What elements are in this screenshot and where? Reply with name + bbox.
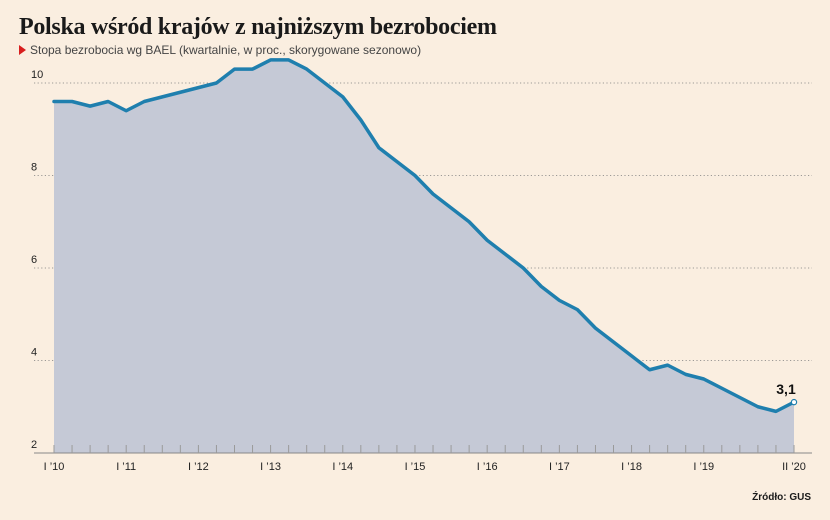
series-line (52, 58, 796, 414)
y-tick-label-10: 10 (31, 69, 43, 81)
y-axis-ticks: 2 4 6 8 10 (31, 69, 43, 451)
x-tick-label: I ’17 (549, 461, 570, 473)
x-axis (34, 445, 812, 454)
x-tick-label: I ’18 (621, 461, 642, 473)
subtitle-marker-icon (19, 45, 26, 55)
y-tick-label-4: 4 (31, 347, 37, 359)
x-tick-label: I ’13 (260, 461, 281, 473)
series-points (790, 398, 798, 406)
x-tick-label: I ’19 (693, 461, 714, 473)
data-point (790, 398, 798, 406)
y-tick-label-8: 8 (31, 162, 37, 174)
x-axis-tick-labels: I ’10 I ’11 I ’12 I ’13 I ’14 I ’15 I ’16 I ’17… (44, 461, 806, 473)
chart-subtitle-text: Stopa bezrobocia wg BAEL (kwartalnie, w … (30, 43, 422, 57)
x-tick-label: I ’16 (477, 461, 498, 473)
x-tick-label: I ’10 (44, 461, 65, 473)
last-value-label: 3,1 (776, 381, 796, 397)
chart-subtitle: Stopa bezrobocia wg BAEL (kwartalnie, w … (19, 43, 421, 57)
y-tick-label-2: 2 (31, 439, 37, 451)
x-tick-label: I ’14 (332, 461, 353, 473)
source-note: Źródło: GUS (752, 492, 811, 503)
x-tick-label: II ’20 (782, 461, 806, 473)
annotations: 3,1 (776, 381, 796, 397)
x-tick-label: I ’12 (188, 461, 209, 473)
area-fill (54, 59, 794, 453)
y-tick-label-6: 6 (31, 254, 37, 266)
x-tick-label: I ’11 (116, 461, 136, 473)
chart-title: Polska wśród krajów z najniższym bezrobo… (19, 14, 497, 40)
x-tick-label: I ’15 (405, 461, 426, 473)
